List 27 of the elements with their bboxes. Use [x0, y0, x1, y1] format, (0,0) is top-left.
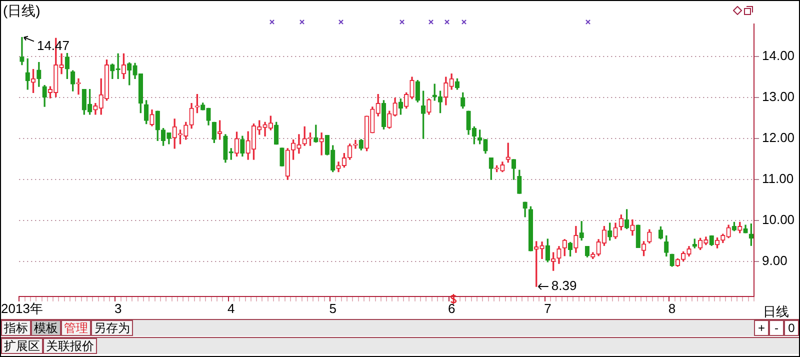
y-tick-label: 11.00 [762, 171, 794, 186]
text: 另存为 [91, 320, 133, 336]
x-tick-label: 2013年 [1, 300, 43, 316]
y-tick-label: 12.00 [762, 130, 795, 146]
x-tick-label: 5 [329, 300, 336, 316]
text: 扩展区 [1, 338, 43, 354]
text: 日线 [763, 303, 789, 321]
y-tick-label: 13.00 [762, 89, 795, 104]
text: - [769, 320, 784, 336]
y-tick-label: 14.00 [762, 48, 795, 64]
x-tick-label: 6 [448, 300, 456, 316]
annotation: 8.39 [551, 278, 577, 294]
text: 0 [784, 320, 799, 336]
y-tick-label: 10.00 [762, 212, 795, 228]
y-tick-label: 9.00 [762, 253, 788, 268]
x-tick-label: 4 [228, 300, 235, 316]
chart-title: (日线) [3, 2, 40, 18]
x-tick-label: 8 [668, 300, 676, 316]
candlestick [319, 132, 324, 156]
text: 管理 [61, 320, 91, 336]
x-tick-label: 3 [114, 300, 122, 316]
text: 指标 [1, 320, 31, 336]
x-tick-label: 7 [544, 300, 552, 316]
text: + [754, 320, 769, 336]
text: 模板 [31, 320, 61, 336]
text: 关联报价 [43, 338, 97, 354]
candlestick [20, 37, 24, 66]
